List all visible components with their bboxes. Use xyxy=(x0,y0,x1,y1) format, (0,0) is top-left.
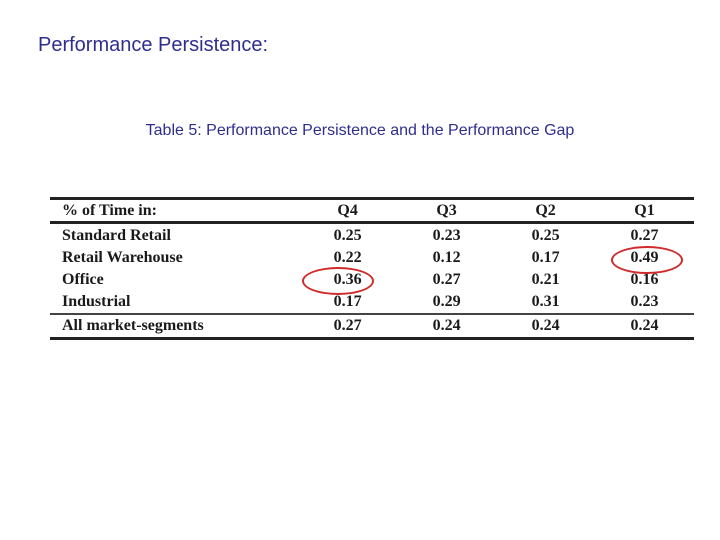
slide-title: Performance Persistence: xyxy=(38,34,269,56)
summary-label: All market-segments xyxy=(62,317,204,334)
table-header-rule xyxy=(50,221,694,224)
cell-value: 0.25 xyxy=(531,226,560,244)
row-label: Standard Retail xyxy=(62,226,171,244)
table-caption: Table 5: Performance Persistence and the… xyxy=(145,122,575,139)
table-row: Retail Warehouse 0.22 0.12 0.17 0.49 xyxy=(50,247,694,269)
cell-value: 0.24 xyxy=(630,317,659,334)
cell-value: 0.17 xyxy=(531,249,560,266)
cell-value: 0.27 xyxy=(630,226,659,244)
cell-value: 0.24 xyxy=(432,317,461,334)
cell-value: 0.25 xyxy=(333,226,362,244)
header-label: % of Time in: xyxy=(62,201,157,219)
cell-value: 0.23 xyxy=(630,293,659,310)
cell-value: 0.23 xyxy=(432,226,461,244)
table-summary-rule xyxy=(50,313,694,315)
cell-value: 0.36 xyxy=(333,271,362,288)
cell-value: 0.49 xyxy=(630,249,659,266)
table-summary-row: All market-segments 0.27 0.24 0.24 0.24 xyxy=(50,315,694,337)
cell-value: 0.22 xyxy=(333,249,362,266)
data-table: % of Time in: Q4 Q3 Q2 Q1 Standard Retai… xyxy=(50,197,694,340)
cell-value: 0.12 xyxy=(432,249,461,266)
cell-value: 0.24 xyxy=(531,317,560,334)
cell-value: 0.31 xyxy=(531,293,560,310)
cell-value: 0.17 xyxy=(333,293,362,310)
header-q2: Q2 xyxy=(535,201,556,219)
cell-value: 0.16 xyxy=(630,271,659,288)
table-header-row: % of Time in: Q4 Q3 Q2 Q1 xyxy=(50,200,694,221)
row-label: Industrial xyxy=(62,293,131,310)
table-row: Standard Retail 0.25 0.23 0.25 0.27 xyxy=(50,224,694,247)
header-q3: Q3 xyxy=(436,201,457,219)
cell-value: 0.27 xyxy=(432,271,461,288)
table-top-rule xyxy=(50,197,694,200)
row-label: Retail Warehouse xyxy=(62,249,183,266)
header-q1: Q1 xyxy=(634,201,655,219)
header-q4: Q4 xyxy=(337,201,358,219)
row-label: Office xyxy=(62,271,104,288)
cell-value: 0.27 xyxy=(333,317,362,334)
cell-value: 0.29 xyxy=(432,293,461,310)
table-row: Office 0.36 0.27 0.21 0.16 xyxy=(50,269,694,291)
table-bottom-rule xyxy=(50,337,694,340)
table-row: Industrial 0.17 0.29 0.31 0.23 xyxy=(50,291,694,313)
cell-value: 0.21 xyxy=(531,271,560,288)
